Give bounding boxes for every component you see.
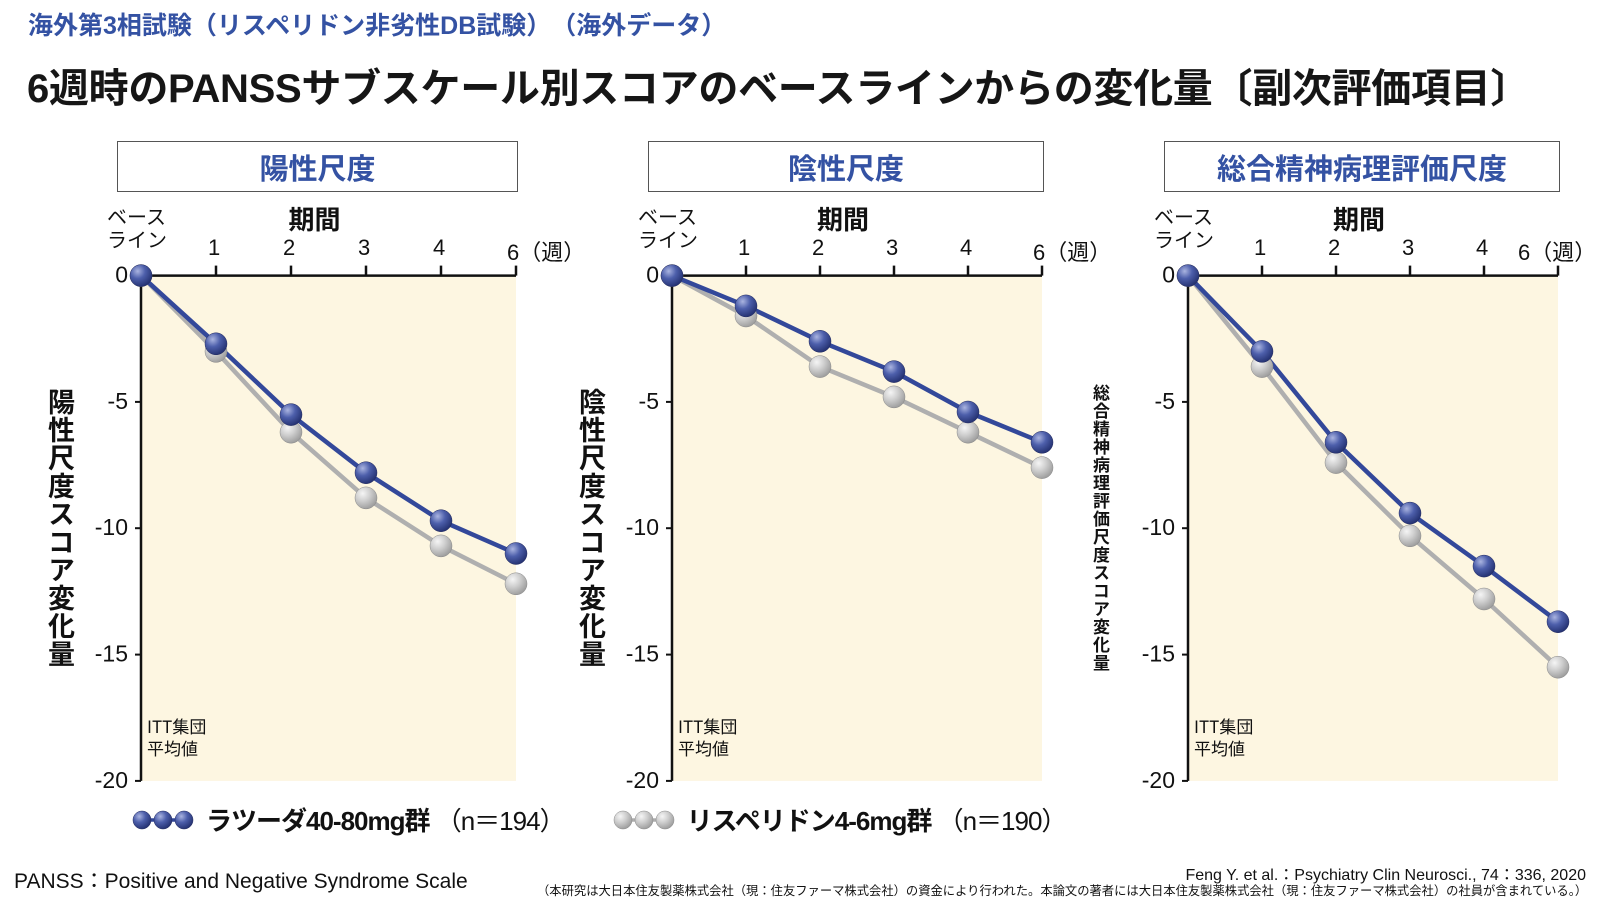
svg-text:-10: -10 xyxy=(95,514,128,540)
svg-text:-15: -15 xyxy=(626,641,659,667)
svg-text:平均値: 平均値 xyxy=(147,735,198,760)
svg-text:0: 0 xyxy=(646,262,659,288)
svg-text:-20: -20 xyxy=(626,767,659,793)
svg-text:-10: -10 xyxy=(626,514,659,540)
svg-text:-5: -5 xyxy=(1155,388,1175,414)
svg-text:平均値: 平均値 xyxy=(1194,735,1245,760)
svg-text:-5: -5 xyxy=(108,388,128,414)
svg-text:-15: -15 xyxy=(1142,641,1175,667)
svg-text:-15: -15 xyxy=(95,641,128,667)
svg-text:-5: -5 xyxy=(639,388,659,414)
svg-text:-10: -10 xyxy=(1142,514,1175,540)
svg-text:-20: -20 xyxy=(1142,767,1175,793)
svg-text:0: 0 xyxy=(1162,262,1175,288)
svg-text:-20: -20 xyxy=(95,767,128,793)
svg-text:0: 0 xyxy=(115,262,128,288)
svg-text:平均値: 平均値 xyxy=(678,735,729,760)
